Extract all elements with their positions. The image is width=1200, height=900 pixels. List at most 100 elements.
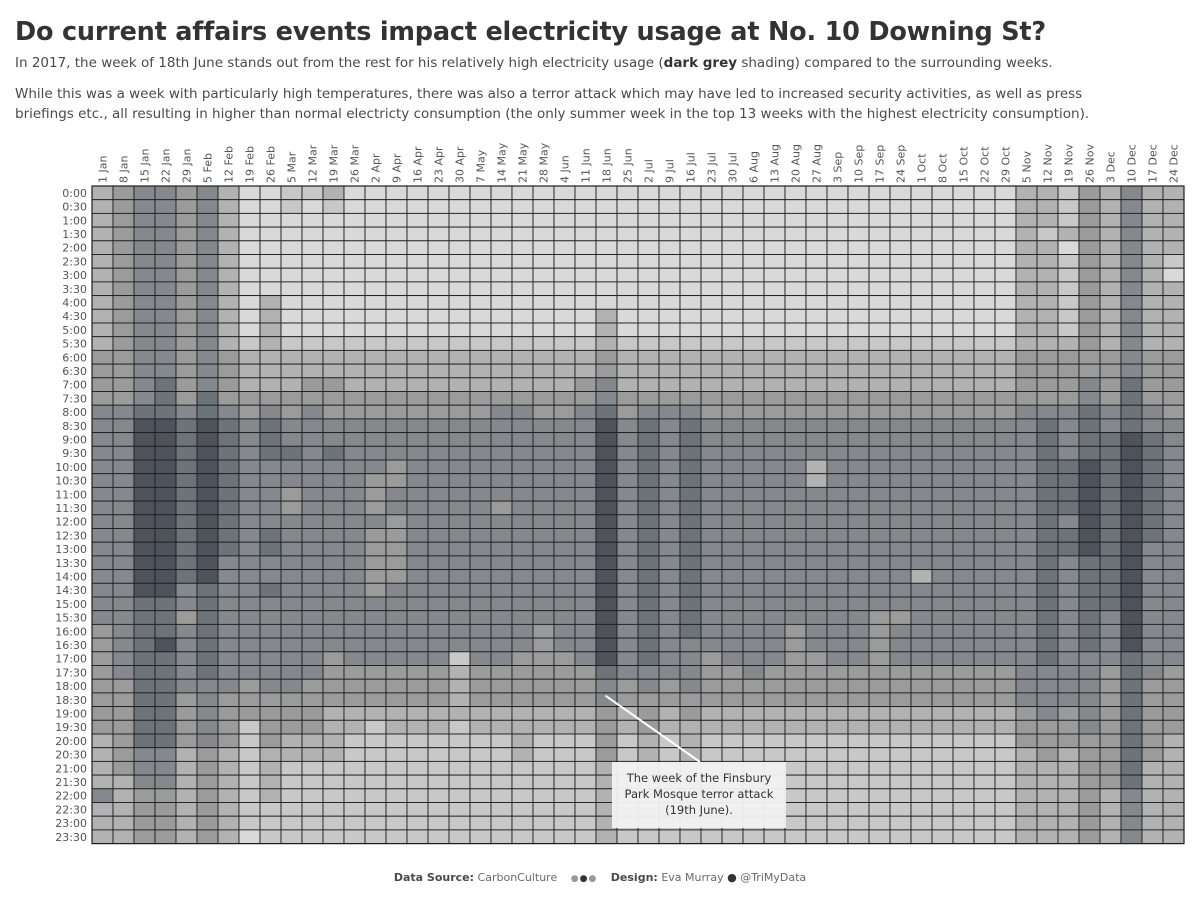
heatmap-cell [994,308,1017,324]
heatmap-cell [553,665,576,680]
heatmap-cell [343,295,366,310]
heatmap-cell [595,692,618,708]
heatmap-cell [910,432,933,447]
heatmap-cell [385,212,408,228]
heatmap-cell [1120,610,1143,625]
heatmap-cell [721,240,744,255]
heatmap-cell [847,445,870,461]
heatmap-cell [259,555,282,571]
heatmap-cell [1120,349,1143,365]
heatmap-cell [406,541,429,557]
heatmap-cell [1099,514,1122,529]
heatmap-cell [805,185,828,201]
heatmap-cell [238,445,261,461]
heatmap-cell [448,774,471,790]
heatmap-cell [385,610,408,625]
heatmap-cell [553,391,576,406]
heatmap-cell [406,623,429,639]
heatmap-cell [973,295,996,310]
heatmap-cell [364,212,387,228]
heatmap-cell [406,254,429,269]
heatmap-cell [658,308,681,324]
heatmap-cell [1120,774,1143,790]
heatmap-cell [490,459,513,475]
heatmap-cell [658,500,681,516]
heatmap-cell [910,760,933,776]
heatmap-cell [910,336,933,351]
heatmap-cell [805,322,828,338]
heatmap-cell [742,706,765,721]
heatmap-cell [805,596,828,612]
heatmap-cell [910,349,933,365]
heatmap-cell [91,295,114,310]
heatmap-cell [280,349,303,365]
heatmap-cell [742,432,765,447]
heatmap-cell [742,623,765,639]
heatmap-cell [994,760,1017,776]
heatmap-cell [448,432,471,447]
heatmap-cell [616,377,639,392]
heatmap-cell [847,267,870,283]
heatmap-cell [301,829,324,845]
heatmap-cell [847,500,870,516]
heatmap-cell [1141,706,1164,721]
heatmap-cell [868,651,891,666]
heatmap-cell [322,500,345,516]
heatmap-cell [574,788,597,803]
heatmap-cell [91,760,114,776]
heatmap-cell [385,719,408,735]
heatmap-cell [469,829,492,845]
heatmap-cell [1036,418,1059,434]
heatmap-cell [616,212,639,228]
heatmap-cell [217,363,240,379]
week-tick-label: 12 Feb [223,146,236,183]
heatmap-cell [952,349,975,365]
heatmap-cell [343,377,366,392]
heatmap-cell [721,637,744,653]
heatmap-cell [1036,185,1059,201]
heatmap-cell [721,445,744,461]
heatmap-cell [1057,308,1080,324]
description-line-1: While this was a week with particularly … [15,86,1083,102]
heatmap-cell [1120,486,1143,502]
heatmap-cell [553,555,576,571]
heatmap-cell [700,404,723,420]
heatmap-cell [154,582,177,598]
heatmap-cell [658,829,681,845]
heatmap-cell [343,418,366,434]
heatmap-cell [280,185,303,201]
heatmap-cell [574,445,597,461]
heatmap-cell [553,199,576,214]
heatmap-cell [952,541,975,557]
heatmap-cell [217,432,240,447]
heatmap-cell [301,774,324,790]
heatmap-cell [910,486,933,502]
heatmap-cell [1141,719,1164,735]
heatmap-cell [448,418,471,434]
heatmap-cell [1015,582,1038,598]
heatmap-cell [469,500,492,516]
time-tick-label: 5:00 [62,324,87,337]
heatmap-cell [1120,678,1143,694]
week-tick-label: 3 Dec [1105,151,1118,183]
heatmap-cell [301,747,324,762]
heatmap-cell [196,254,219,269]
heatmap-cell [826,267,849,283]
heatmap-cell [1141,692,1164,708]
heatmap-cell [112,212,135,228]
heatmap-cell [658,569,681,584]
heatmap-cell [238,637,261,653]
heatmap-cell [553,363,576,379]
heatmap-cell [931,610,954,625]
heatmap-cell [805,445,828,461]
time-tick-label: 15:30 [55,612,87,625]
time-tick-label: 9:00 [62,433,87,446]
heatmap-cell [616,432,639,447]
heatmap-cell [805,610,828,625]
heatmap-cell [931,445,954,461]
heatmap-cell [952,445,975,461]
heatmap-cell [1162,760,1185,776]
heatmap-cell [784,254,807,269]
heatmap-cell [721,308,744,324]
heatmap-cell [448,336,471,351]
